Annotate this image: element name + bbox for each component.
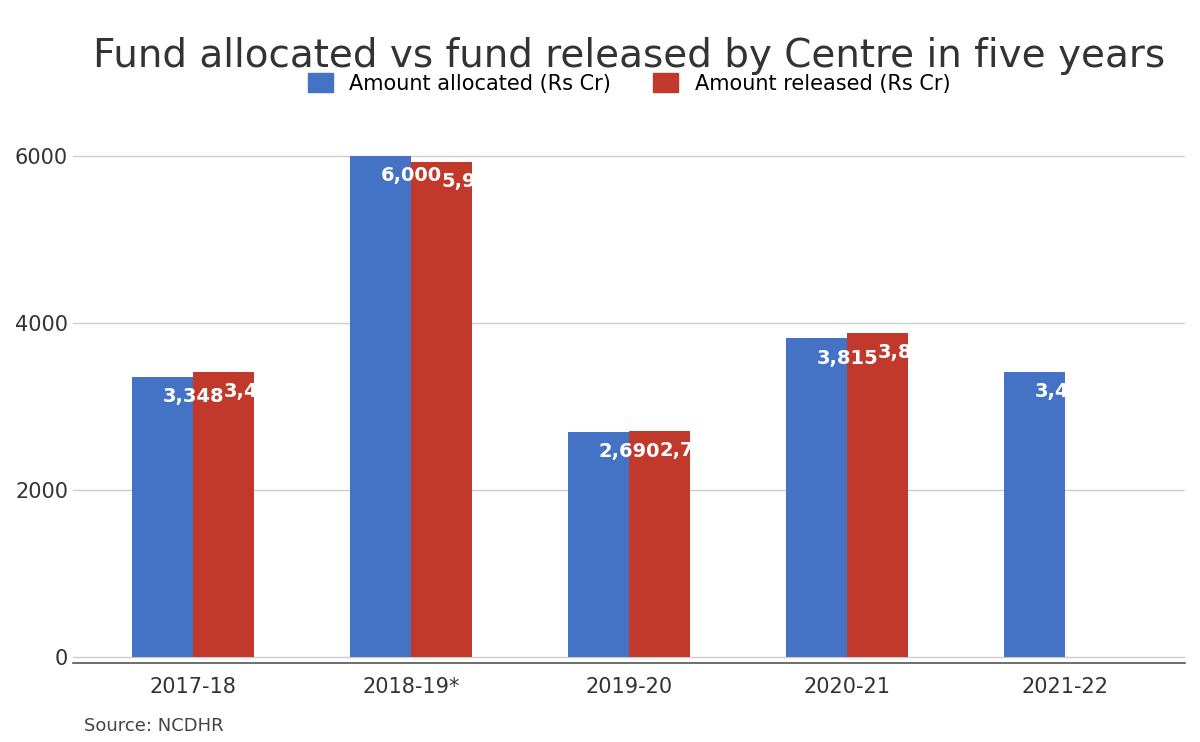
Bar [847,333,908,657]
Bar [410,162,472,657]
Text: 3,416: 3,416 [1034,382,1097,401]
Title: Fund allocated vs fund released by Centre in five years: Fund allocated vs fund released by Centr… [92,37,1165,75]
Text: 3,348: 3,348 [162,387,224,407]
Bar [568,433,629,657]
Text: 3,815: 3,815 [816,349,878,367]
Text: 3,414: 3,414 [223,382,286,401]
Bar [1004,372,1066,657]
Text: 2,690: 2,690 [599,442,660,462]
Bar [629,430,690,657]
Text: 5,928: 5,928 [442,172,503,191]
Bar [193,372,254,657]
Bar [132,378,193,657]
Legend: Amount allocated (Rs Cr), Amount released (Rs Cr): Amount allocated (Rs Cr), Amount release… [298,63,961,105]
Text: 3,877: 3,877 [877,344,940,362]
Bar [786,338,847,657]
Bar [350,157,410,657]
Text: 6,000: 6,000 [380,166,442,186]
Text: 2,711: 2,711 [660,441,721,459]
Text: Source: NCDHR: Source: NCDHR [84,717,223,735]
